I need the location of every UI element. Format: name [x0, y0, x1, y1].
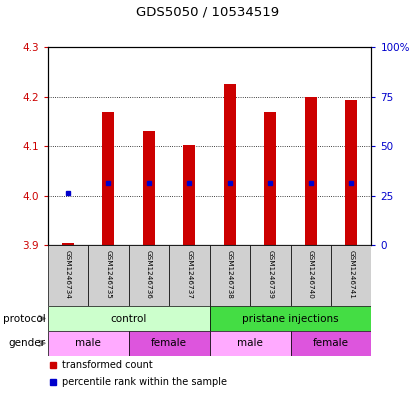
Text: GSM1246737: GSM1246737: [186, 250, 192, 299]
Bar: [210, 306, 371, 331]
Text: GSM1246741: GSM1246741: [348, 250, 354, 299]
Text: GSM1246738: GSM1246738: [227, 250, 233, 299]
Text: gender: gender: [9, 338, 46, 348]
Text: GSM1246739: GSM1246739: [267, 250, 273, 299]
Bar: [305, 97, 317, 245]
Text: female: female: [313, 338, 349, 348]
Bar: [48, 306, 210, 331]
Bar: [129, 245, 169, 306]
Text: GSM1246735: GSM1246735: [105, 250, 111, 299]
Bar: [290, 245, 331, 306]
Bar: [210, 245, 250, 306]
Bar: [210, 331, 290, 356]
Text: transformed count: transformed count: [62, 360, 153, 370]
Bar: [88, 245, 129, 306]
Text: control: control: [110, 314, 147, 323]
Bar: [290, 331, 371, 356]
Bar: [103, 112, 115, 245]
Bar: [62, 243, 74, 245]
Bar: [264, 112, 276, 245]
Text: male: male: [237, 338, 263, 348]
Text: GSM1246734: GSM1246734: [65, 250, 71, 299]
Bar: [48, 245, 88, 306]
Text: GSM1246736: GSM1246736: [146, 250, 152, 299]
Text: protocol: protocol: [3, 314, 46, 323]
Bar: [48, 331, 129, 356]
Bar: [183, 145, 195, 245]
Text: female: female: [151, 338, 187, 348]
Bar: [129, 331, 210, 356]
Bar: [143, 131, 155, 245]
Bar: [331, 245, 371, 306]
Text: GSM1246740: GSM1246740: [308, 250, 314, 299]
Text: GDS5050 / 10534519: GDS5050 / 10534519: [136, 6, 279, 19]
Text: percentile rank within the sample: percentile rank within the sample: [62, 377, 227, 387]
Bar: [169, 245, 210, 306]
Bar: [250, 245, 290, 306]
Text: pristane injections: pristane injections: [242, 314, 339, 323]
Text: male: male: [75, 338, 101, 348]
Bar: [224, 84, 236, 245]
Bar: [345, 100, 357, 245]
